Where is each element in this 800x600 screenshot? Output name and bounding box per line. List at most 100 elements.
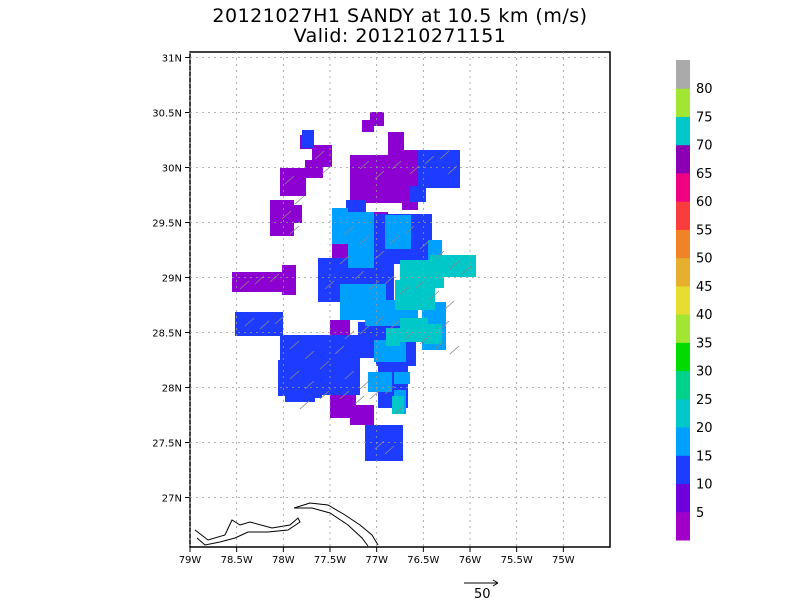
coastline-grand-bahama <box>194 517 301 546</box>
wind-vector <box>419 240 430 250</box>
lon-tick-label: 77.5W <box>314 555 346 566</box>
wind-speed-cell-blue <box>285 390 315 402</box>
wind-vector <box>339 255 350 265</box>
lat-tick-label: 29N <box>162 274 182 285</box>
wind-vector <box>289 340 300 350</box>
colorbar-label: 30 <box>696 365 713 380</box>
wind-speed-cell-lightblue <box>348 212 374 268</box>
colorbar-swatch <box>676 483 690 513</box>
colorbar-swatch <box>676 370 690 400</box>
wind-vector <box>344 370 355 380</box>
wind-vector <box>461 265 472 275</box>
colorbar-label: 50 <box>696 252 713 267</box>
wind-vector <box>449 260 460 270</box>
lon-tick-label: 75W <box>552 555 575 566</box>
colorbar-label: 55 <box>696 223 713 238</box>
wind-vector <box>404 225 415 235</box>
lat-tick-label: 27N <box>162 494 182 505</box>
wind-vector <box>359 325 370 335</box>
wind-speed-cell-purple <box>232 272 284 292</box>
wind-vector <box>359 380 370 390</box>
lat-tick-label: 30.5N <box>152 109 182 120</box>
wind-speed-cell-blue <box>418 150 460 188</box>
colorbar-label: 65 <box>696 167 713 182</box>
colorbar-swatch <box>676 455 690 485</box>
colorbar-swatch <box>676 88 690 117</box>
wind-vector <box>439 150 450 160</box>
wind-vector <box>391 160 402 170</box>
colorbar: 5 10 15 20 25 30 35 40 45 50 55 60 65 70 75 80 <box>676 60 713 541</box>
wind-vector <box>389 235 400 245</box>
colorbar-label: 15 <box>696 449 713 464</box>
colorbar-label: 40 <box>696 308 713 323</box>
wind-speed-cell-purple <box>350 155 410 203</box>
lat-tick-label: 28N <box>162 384 182 395</box>
wind-speed-cell-cyan <box>386 328 400 346</box>
wind-speed-cell-blue <box>410 186 426 202</box>
lon-tick-label: 77W <box>365 555 388 566</box>
wind-vector <box>354 270 365 280</box>
colorbar-swatch <box>676 201 690 230</box>
wind-vector <box>389 320 400 330</box>
wind-vector <box>434 340 445 350</box>
lon-tick-label: 79W <box>179 555 202 566</box>
colorbar-swatch <box>676 229 690 259</box>
wind-vector <box>339 390 350 400</box>
wind-vector <box>394 405 405 415</box>
wind-speed-cell-purple <box>362 120 374 132</box>
wind-vector <box>399 285 410 295</box>
wind-speed-cell-purple <box>350 405 374 425</box>
wind-speed-cell-cyan <box>395 280 435 310</box>
colorbar-label: 20 <box>696 421 713 436</box>
lon-tick-label: 78.5W <box>221 555 253 566</box>
wind-vector <box>409 165 420 175</box>
wind-vector <box>414 280 425 290</box>
colorbar-swatch <box>676 314 690 343</box>
lat-tick-label: 30N <box>162 164 182 175</box>
colorbar-label: 75 <box>696 110 713 125</box>
wind-vector <box>449 345 460 355</box>
wind-speed-cell-cyan <box>392 396 404 414</box>
wind-vector <box>369 280 380 290</box>
wind-vector <box>324 280 335 290</box>
scale-vector-label: 50 <box>474 587 491 600</box>
wind-vector <box>284 175 295 185</box>
colorbar-swatch <box>676 342 690 372</box>
wind-speed-cell-cyan <box>400 318 428 342</box>
lat-tick-label: 29.5N <box>152 219 182 230</box>
wind-vector <box>444 300 455 310</box>
colorbar-swatch <box>676 398 690 428</box>
lon-tick-label: 78W <box>272 555 295 566</box>
colorbar-label: 5 <box>696 506 704 521</box>
wind-vector <box>424 155 435 165</box>
wind-vector <box>439 320 450 330</box>
map-title: 20121027H1 SANDY at 10.5 km (m/s) <box>212 5 588 27</box>
wind-vector <box>319 360 330 370</box>
wind-vector <box>239 280 250 290</box>
wind-vector <box>319 390 330 400</box>
colorbar-swatch <box>676 144 690 174</box>
wind-vector <box>374 170 385 180</box>
scale-vector: 50 <box>464 579 499 600</box>
wind-vector <box>359 160 370 170</box>
wind-vector <box>334 345 345 355</box>
colorbar-label: 70 <box>696 139 713 154</box>
wind-speed-cell-purple <box>305 160 323 178</box>
wind-speed-cell-lightblue <box>368 372 392 392</box>
wind-speed-cell-purple <box>290 205 302 223</box>
scale-vector-arrowhead <box>492 579 499 587</box>
colorbar-swatch <box>676 60 690 89</box>
coastline-abaco <box>293 502 379 547</box>
wind-vector <box>354 395 365 405</box>
wind-vector <box>269 273 280 283</box>
wind-speed-cell-purple <box>388 132 404 160</box>
colorbar-swatch <box>676 257 690 287</box>
wind-vector <box>289 370 300 380</box>
colorbar-swatch <box>676 116 690 146</box>
wind-vector <box>384 445 395 455</box>
wind-speed-cell-blue <box>365 425 403 461</box>
wind-vector <box>384 275 395 285</box>
wind-vector <box>384 385 395 395</box>
lon-tick-label: 76W <box>459 555 482 566</box>
coastline <box>194 502 379 547</box>
